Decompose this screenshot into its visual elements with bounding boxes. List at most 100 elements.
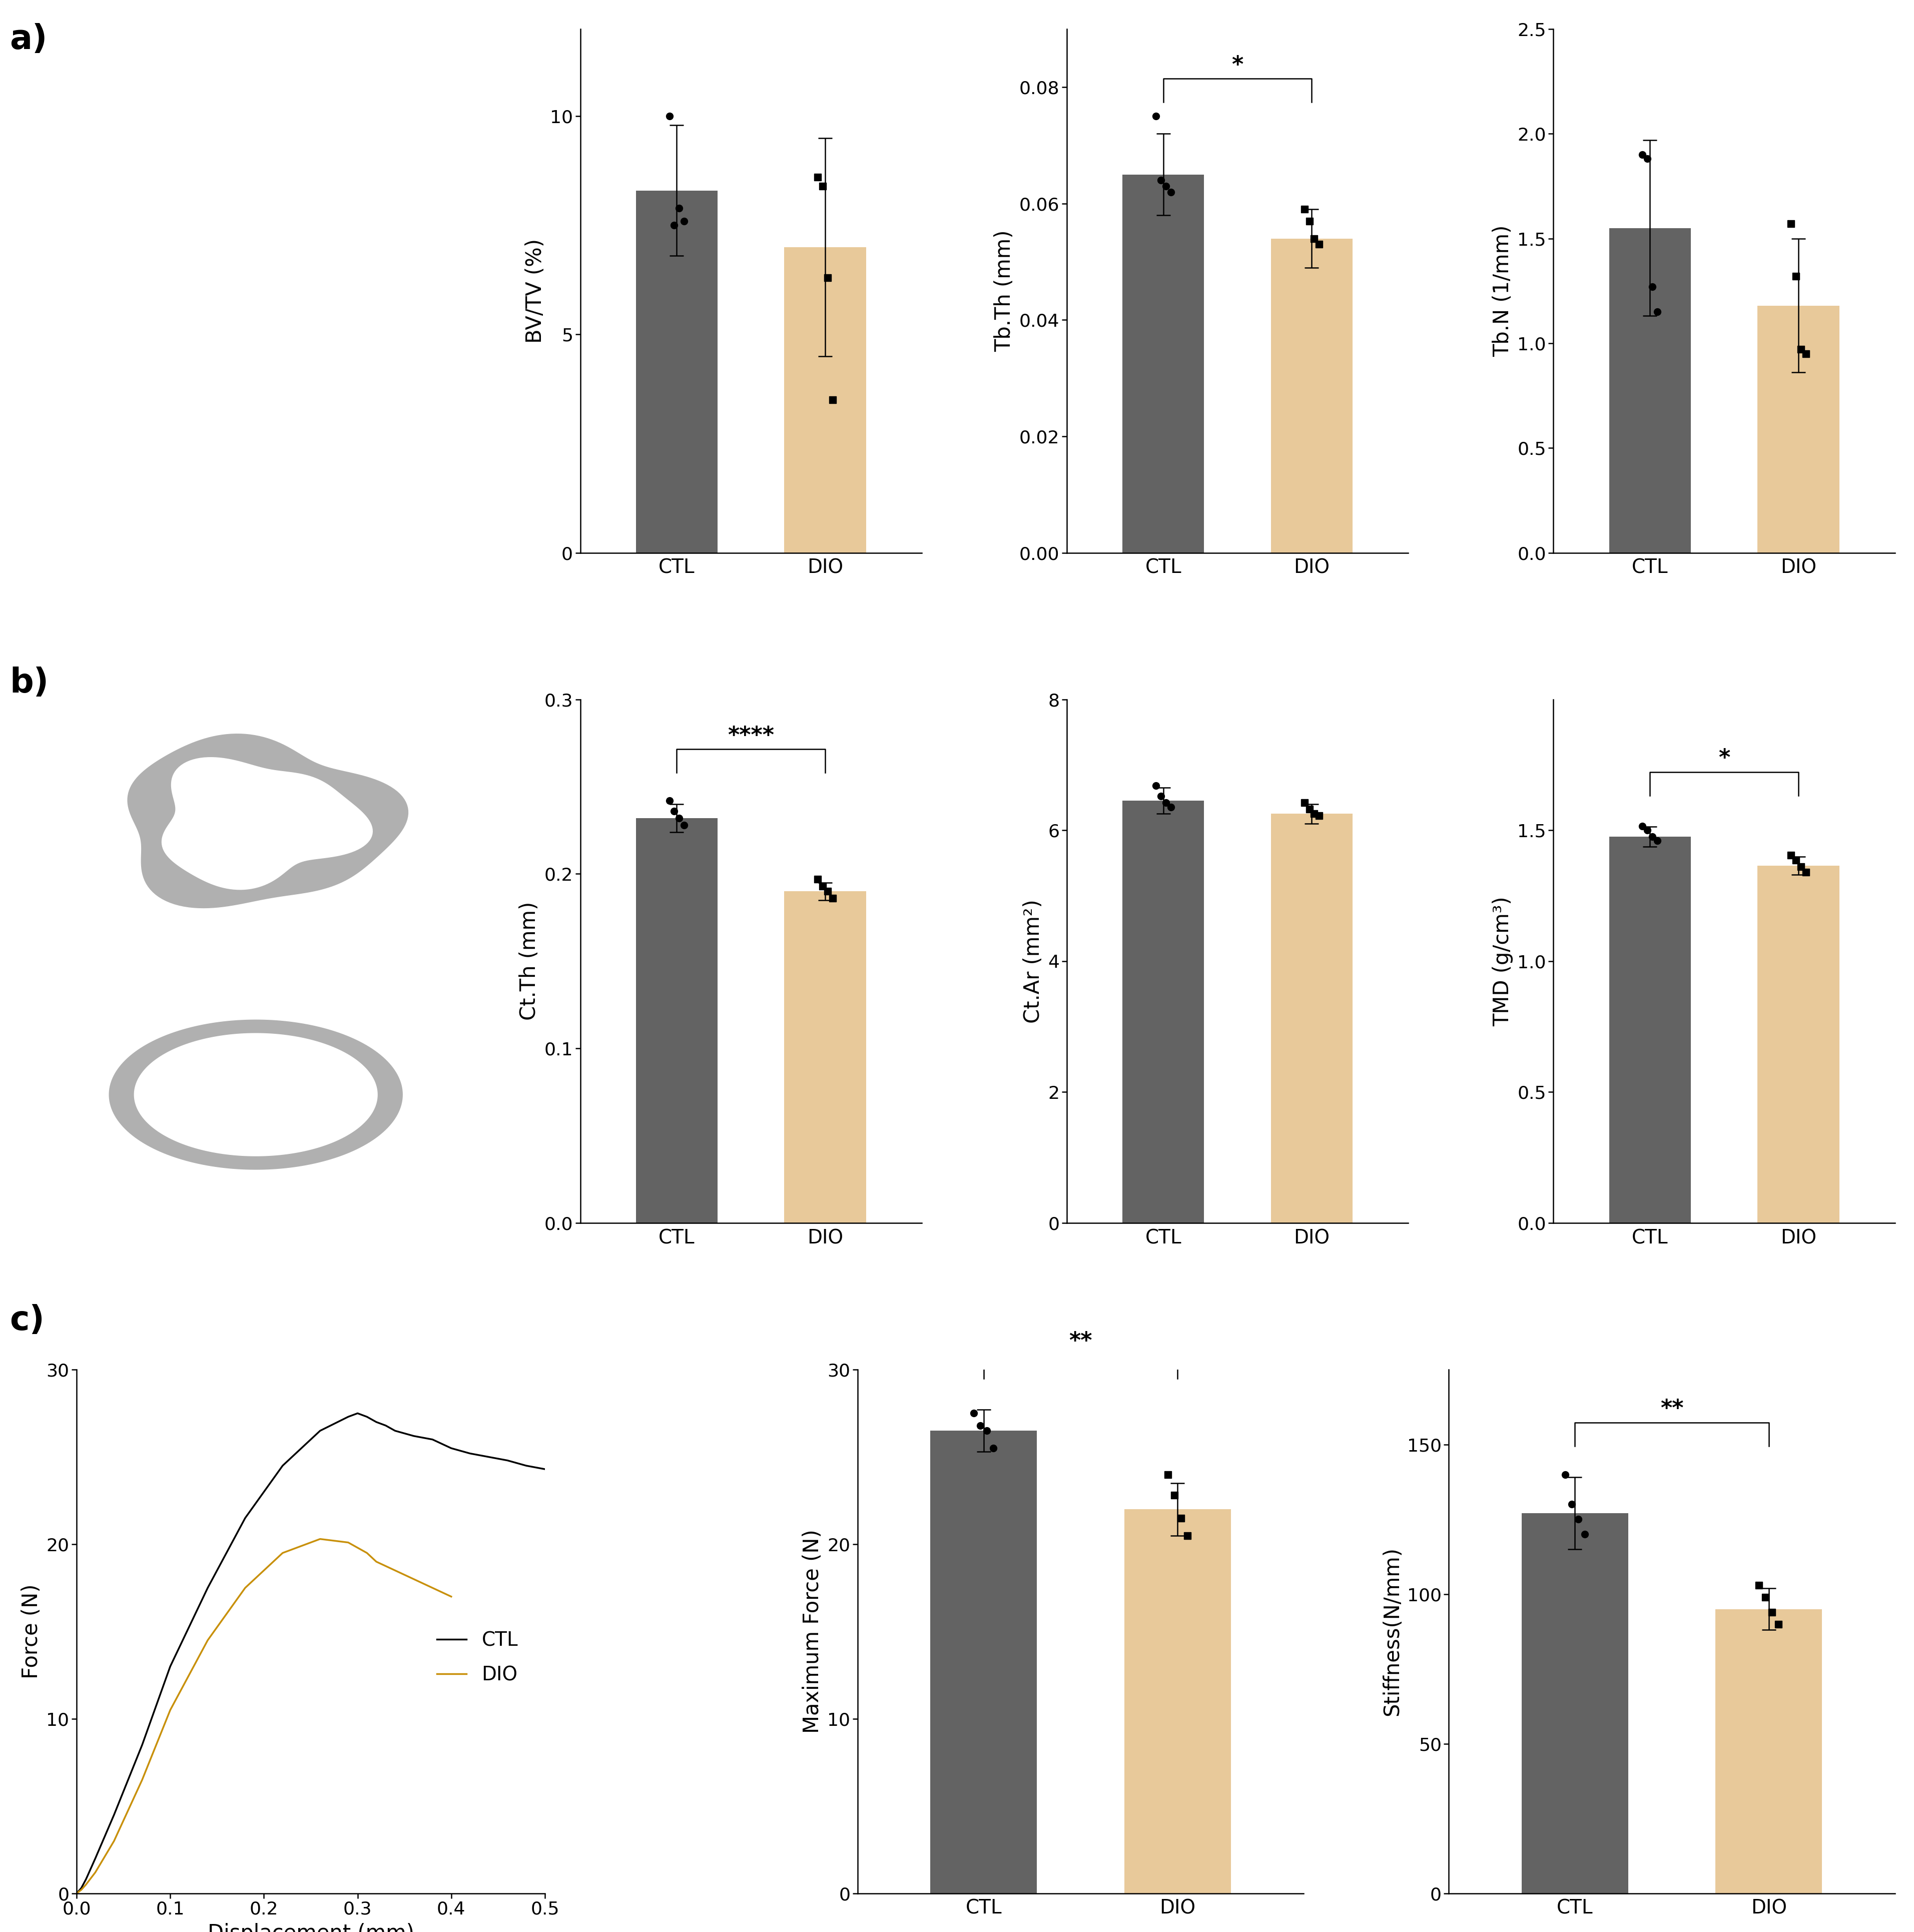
Ellipse shape [211,477,228,485]
Ellipse shape [188,520,214,533]
Ellipse shape [343,433,369,450]
Ellipse shape [356,319,367,327]
Ellipse shape [304,77,327,91]
Ellipse shape [105,56,117,68]
CTL [496,1449,519,1472]
Ellipse shape [278,195,300,216]
Text: *: * [1233,54,1244,75]
Ellipse shape [389,46,423,62]
Y-axis label: Ct.Th (mm): Ct.Th (mm) [519,902,540,1020]
Ellipse shape [145,361,161,377]
Ellipse shape [314,520,325,524]
CTL [234,1507,256,1530]
CTL [477,1445,500,1468]
Ellipse shape [90,112,103,122]
CTL [103,1803,126,1826]
Ellipse shape [128,95,165,110]
Ellipse shape [266,458,308,466]
Ellipse shape [293,394,316,412]
Ellipse shape [279,450,300,468]
Ellipse shape [186,104,224,112]
DIO [402,1567,425,1590]
Y-axis label: Tb.Th (mm): Tb.Th (mm) [993,230,1014,352]
Ellipse shape [352,259,360,267]
Ellipse shape [339,412,364,427]
CTL [84,1847,107,1870]
DIO [308,1528,331,1551]
Ellipse shape [182,93,207,104]
Ellipse shape [295,446,318,462]
CTL [75,1868,98,1891]
Text: **: ** [1070,1331,1093,1352]
Ellipse shape [153,153,168,166]
Ellipse shape [218,102,237,120]
Ellipse shape [186,371,224,381]
Ellipse shape [343,50,364,62]
DIO [234,1577,256,1600]
Bar [1522,1513,1629,1893]
Ellipse shape [178,425,211,440]
Ellipse shape [348,383,369,404]
Ellipse shape [249,81,285,97]
Ellipse shape [153,184,180,201]
Ellipse shape [207,249,228,267]
Ellipse shape [195,184,232,195]
Ellipse shape [184,325,199,340]
Ellipse shape [247,342,268,354]
Legend: CTL, DIO: CTL, DIO [429,1623,526,1692]
Ellipse shape [377,143,387,160]
Ellipse shape [283,317,323,336]
Ellipse shape [302,251,322,263]
Text: **: ** [1659,1399,1684,1420]
Ellipse shape [348,433,387,452]
Ellipse shape [211,211,228,218]
Ellipse shape [188,253,214,265]
Ellipse shape [119,444,128,452]
Bar [1271,238,1353,553]
Ellipse shape [245,100,268,116]
Ellipse shape [163,497,180,514]
Ellipse shape [90,381,103,388]
Ellipse shape [381,155,408,180]
DIO [440,1584,463,1607]
CTL [159,1656,182,1679]
Ellipse shape [178,263,189,280]
Ellipse shape [283,50,323,70]
Bar [785,891,865,1223]
Y-axis label: Force (N): Force (N) [21,1584,42,1679]
Ellipse shape [398,379,408,384]
DIO [197,1629,220,1652]
CTL [130,1733,153,1756]
Ellipse shape [279,182,300,201]
CTL [308,1420,331,1443]
Ellipse shape [264,460,285,468]
Ellipse shape [410,346,415,371]
Ellipse shape [182,359,207,371]
Ellipse shape [366,62,385,81]
Ellipse shape [253,460,281,473]
Ellipse shape [337,458,348,477]
Ellipse shape [119,512,130,518]
Ellipse shape [178,158,211,174]
Ellipse shape [128,363,165,379]
Ellipse shape [159,131,174,149]
Ellipse shape [258,54,279,79]
Ellipse shape [153,427,163,433]
Ellipse shape [264,193,285,201]
Ellipse shape [314,253,325,257]
Ellipse shape [337,191,348,211]
DIO [272,1542,295,1565]
DIO [337,1530,360,1553]
Ellipse shape [392,421,402,442]
Ellipse shape [119,245,130,251]
Bar [1610,228,1690,553]
Y-axis label: Stiffness(N/mm): Stiffness(N/mm) [1382,1548,1403,1716]
Y-axis label: TMD (g/cm³): TMD (g/cm³) [1493,896,1514,1026]
Ellipse shape [256,475,281,493]
DIO [130,1768,153,1791]
Ellipse shape [176,487,195,504]
CTL [69,1876,92,1899]
CTL [337,1405,360,1428]
Ellipse shape [258,321,279,346]
Text: ****: **** [727,724,773,746]
